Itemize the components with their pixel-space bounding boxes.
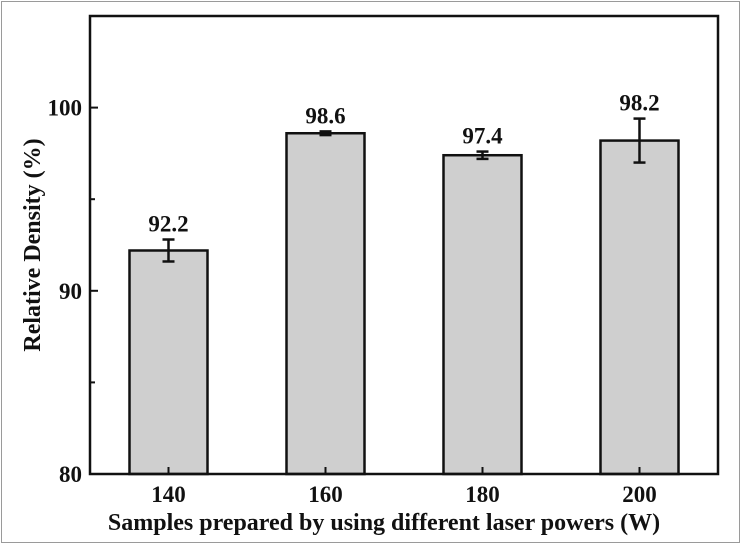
error-bar-200: [633, 117, 646, 164]
y-axis-label: Relative Density (%): [20, 138, 46, 351]
x-tick-label-200: 200: [622, 482, 657, 507]
bar-140: [128, 249, 209, 476]
bar-160: [285, 131, 366, 476]
data-labels-group: 92.2 98.6 97.4 98.2: [148, 91, 659, 237]
y-tick-label-90: 90: [59, 279, 82, 304]
y-axis-ticks: 80 90 100: [48, 15, 98, 487]
x-axis-label: Samples prepared by using different lase…: [108, 510, 660, 536]
error-bars-group: [162, 117, 646, 263]
x-tick-label-140: 140: [151, 482, 186, 507]
plot-area-frame: [88, 14, 720, 476]
y-tick-label-80: 80: [59, 462, 82, 487]
x-axis-ticks: 140 160 180 200: [151, 467, 657, 507]
bars-group: [128, 131, 680, 476]
x-tick-label-160: 160: [308, 482, 343, 507]
error-bar-160: [319, 130, 332, 137]
data-label-180: 97.4: [462, 124, 503, 149]
y-tick-label-100: 100: [48, 96, 83, 121]
data-label-160: 98.6: [305, 103, 345, 128]
bar-200: [599, 139, 680, 476]
x-tick-label-180: 180: [465, 482, 500, 507]
error-bar-140: [162, 238, 175, 263]
data-label-200: 98.2: [619, 91, 659, 116]
error-bar-180: [476, 150, 489, 161]
data-label-140: 92.2: [148, 212, 188, 237]
bar-180: [442, 153, 523, 476]
